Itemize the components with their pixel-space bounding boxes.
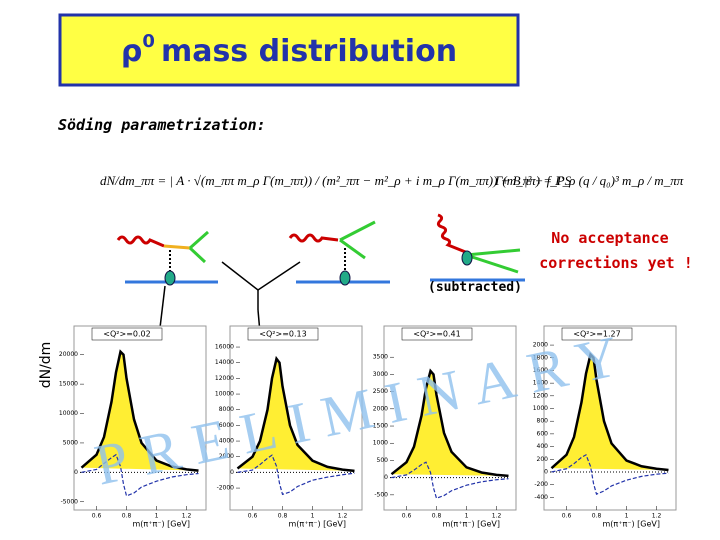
y-tick-label: 1600 (533, 367, 548, 374)
y-tick-label: 1800 (533, 354, 548, 361)
panel-label-box (247, 327, 319, 341)
x-tick-label: 0.6 (92, 513, 102, 520)
y-tick-label: 0 (544, 468, 548, 475)
y-tick-label: 1000 (533, 405, 548, 412)
x-tick-label: 1.2 (492, 513, 502, 520)
y-tick-label: 1000 (373, 440, 388, 447)
y-tick-label: 1400 (533, 380, 548, 387)
title-box (58, 13, 520, 87)
y-tick-label: 16000 (215, 344, 234, 351)
y-tick-label: 1500 (373, 423, 388, 430)
note: No acceptance (551, 229, 668, 247)
y-tick-label: 2000 (219, 453, 234, 460)
y-tick-label: 800 (537, 418, 549, 425)
plot-frame (229, 325, 363, 511)
x-tick-label: 0.8 (122, 513, 132, 520)
title-symbol: ρ (121, 34, 142, 69)
y-tick-label: -200 (534, 481, 548, 488)
x-tick-label: 0.8 (592, 513, 602, 520)
fit-curve (551, 453, 669, 495)
formula: Γ(m_ππ) = Γ_ρ (q / q₀)³ m_ρ / m_ππ (494, 173, 684, 188)
y-tick-label: -2000 (217, 485, 235, 492)
y-tick-label: 3500 (373, 354, 388, 361)
x-tick-label: 1 (465, 513, 469, 520)
y-tick-label: 500 (377, 457, 389, 464)
x-tick-label: 0.6 (402, 513, 412, 520)
y-tick-label: 8000 (219, 406, 234, 413)
y-tick-label: 12000 (215, 375, 234, 382)
y-tick-label: 600 (537, 430, 549, 437)
fit-curve (237, 454, 355, 496)
fit-curve (391, 461, 509, 500)
x-tick-label: 0.6 (248, 513, 258, 520)
panel-label-box (91, 327, 163, 341)
x-tick-label: 0.6 (562, 513, 572, 520)
panel-label-box (561, 327, 633, 341)
fit-curve (390, 368, 509, 478)
plot-frame (383, 325, 517, 511)
x-tick-label: 1.2 (182, 513, 192, 520)
panel-label: <Q²>=0.13 (259, 330, 306, 339)
y-tick-label: 5000 (63, 439, 78, 446)
y-tick-label: 1200 (533, 392, 548, 399)
subtracted-label: (subtracted) (428, 280, 522, 295)
panel-label: <Q²>=0.41 (413, 330, 460, 339)
x-tick-label: 0.8 (432, 513, 442, 520)
y-tick-label: 20000 (59, 351, 78, 358)
y-tick-label: 2000 (533, 342, 548, 349)
x-tick-label: 0.8 (278, 513, 288, 520)
panel-label: <Q²>=1.27 (573, 330, 620, 339)
x-tick-label: 1 (311, 513, 315, 520)
plot-frame (543, 325, 677, 511)
fit-curve (81, 453, 199, 497)
panel-label-box (401, 327, 473, 341)
y-tick-label: 4000 (219, 438, 234, 445)
y-tick-label: 200 (537, 456, 549, 463)
y-tick-label: -400 (534, 494, 548, 501)
x-tick-label: 1 (155, 513, 159, 520)
y-tick-label: 10000 (59, 410, 78, 417)
title-sup: 0 (142, 31, 155, 52)
y-axis-label: dN/dm (38, 342, 54, 389)
slide-title: ρ0 mass distribution (121, 31, 457, 69)
title-text: mass distribution (161, 34, 457, 69)
y-tick-label: 0 (74, 469, 78, 476)
x-tick-label: 1.2 (652, 513, 662, 520)
fit-curve (80, 349, 199, 472)
x-axis-label: m(π⁺π⁻) [GeV] (603, 520, 661, 529)
x-axis-label: m(π⁺π⁻) [GeV] (133, 520, 191, 529)
x-axis-label: m(π⁺π⁻) [GeV] (443, 520, 501, 529)
y-tick-label: 3000 (373, 371, 388, 378)
x-axis-label: m(π⁺π⁻) [GeV] (289, 520, 347, 529)
y-tick-label: 0 (230, 469, 234, 476)
panel-label: <Q²>=0.02 (103, 330, 150, 339)
note: corrections yet ! (539, 254, 693, 272)
y-tick-label: 10000 (215, 391, 234, 398)
plot-frame (73, 325, 207, 511)
formula: dN/dm_ππ = | A · √(m_ππ m_ρ Γ(m_ππ)) / (… (100, 173, 572, 188)
y-tick-label: 2000 (373, 405, 388, 412)
y-tick-label: 400 (537, 443, 549, 450)
fit-curve (236, 355, 355, 473)
subtitle: Söding parametrization: (58, 116, 266, 134)
y-tick-label: 14000 (215, 359, 234, 366)
y-tick-label: 2500 (373, 388, 388, 395)
x-tick-label: 1 (625, 513, 629, 520)
y-tick-label: 15000 (59, 381, 78, 388)
x-tick-label: 1.2 (338, 513, 348, 520)
fit-curve (550, 352, 669, 472)
y-tick-label: -5000 (61, 498, 79, 505)
y-tick-label: 0 (384, 474, 388, 481)
y-tick-label: 6000 (219, 422, 234, 429)
y-tick-label: -500 (374, 491, 388, 498)
